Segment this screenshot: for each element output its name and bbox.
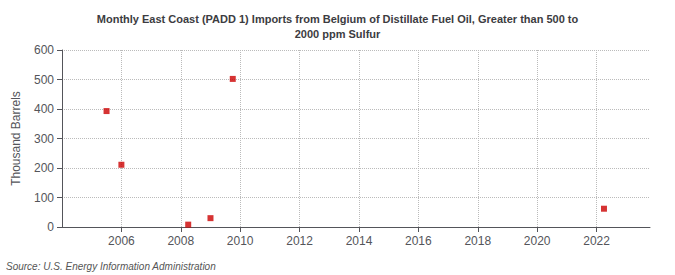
svg-text:200: 200 bbox=[34, 161, 54, 175]
svg-text:2010: 2010 bbox=[227, 234, 254, 248]
svg-text:100: 100 bbox=[34, 191, 54, 205]
svg-text:2020: 2020 bbox=[524, 234, 551, 248]
svg-text:2006: 2006 bbox=[108, 234, 135, 248]
svg-text:2022: 2022 bbox=[583, 234, 610, 248]
svg-text:2008: 2008 bbox=[167, 234, 194, 248]
svg-text:2018: 2018 bbox=[464, 234, 491, 248]
svg-text:2014: 2014 bbox=[346, 234, 373, 248]
svg-text:Monthly East Coast (PADD 1) Im: Monthly East Coast (PADD 1) Imports from… bbox=[97, 13, 579, 25]
svg-text:300: 300 bbox=[34, 132, 54, 146]
svg-text:600: 600 bbox=[34, 43, 54, 57]
svg-text:0: 0 bbox=[47, 220, 54, 234]
svg-text:400: 400 bbox=[34, 102, 54, 116]
svg-text:2016: 2016 bbox=[405, 234, 432, 248]
svg-text:500: 500 bbox=[34, 73, 54, 87]
svg-text:2000 ppm Sulfur: 2000 ppm Sulfur bbox=[295, 28, 381, 40]
svg-text:Thousand Barrels: Thousand Barrels bbox=[9, 91, 23, 186]
svg-text:Source: U.S. Energy Informatio: Source: U.S. Energy Information Administ… bbox=[6, 261, 216, 272]
svg-text:2012: 2012 bbox=[286, 234, 313, 248]
